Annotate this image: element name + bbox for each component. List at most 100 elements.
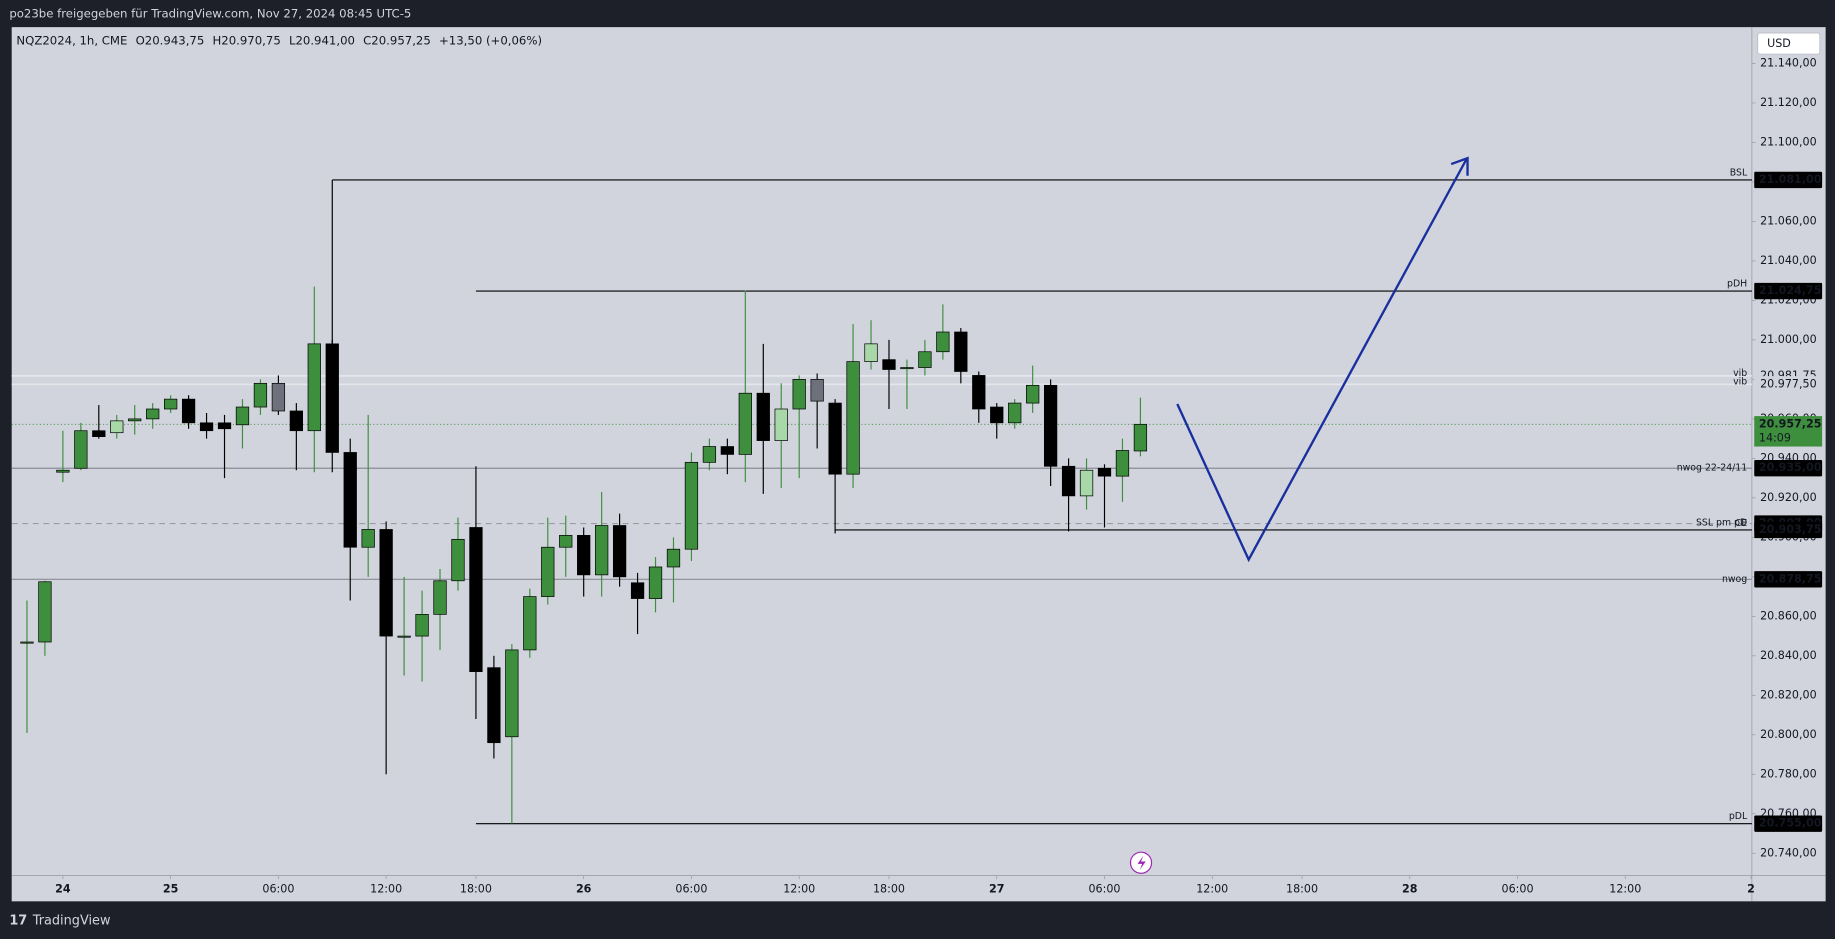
x-tick-label: 25 [163, 883, 178, 896]
candle-body [397, 635, 411, 638]
price-label-box [1754, 571, 1823, 588]
candle-body [433, 580, 447, 615]
legend-item: O20.943,75 [136, 34, 205, 48]
price-label-box [1754, 460, 1823, 477]
x-tick-label: 06:00 [1088, 883, 1120, 896]
countdown: 14:09 [1759, 431, 1791, 444]
candle-body [451, 538, 465, 582]
price-label: 21.024,75 [1759, 284, 1822, 297]
candle-body [954, 331, 968, 372]
candle-body [74, 430, 88, 469]
currency-box[interactable] [1757, 32, 1821, 55]
candle-body [882, 359, 896, 370]
x-tick-label: 12:00 [783, 883, 815, 896]
legend-item: +13,50 (+0,06%) [439, 34, 542, 48]
brand-logo: 17 [9, 914, 27, 929]
candle-body [864, 343, 878, 362]
price-label: 20.935,00 [1759, 461, 1822, 474]
candle-body [1008, 402, 1022, 424]
candle-body [325, 343, 339, 453]
plot-area [11, 27, 1752, 876]
candle-body [199, 422, 214, 432]
candle-body [612, 525, 627, 578]
projection-drawing[interactable] [1176, 158, 1468, 563]
level-name: vib [1733, 368, 1747, 379]
candle-body [469, 527, 483, 672]
legend-item: H20.970,75 [212, 34, 280, 48]
level-name: vib [1733, 376, 1747, 387]
candle-body [128, 418, 142, 422]
candle-body [92, 430, 106, 438]
candle-body [217, 422, 232, 430]
candle-body [20, 641, 34, 644]
level-name: CE [1735, 518, 1748, 529]
y-tick-label: 21.120,00 [1760, 96, 1817, 109]
x-tick-label: 12:00 [1196, 883, 1228, 896]
alert-icon-bolt [1137, 855, 1146, 870]
x-tick-label: 06:00 [675, 883, 707, 896]
candle-body [900, 367, 914, 370]
price-label-box [1754, 815, 1823, 832]
price-label: 20.977,50 [1760, 377, 1817, 390]
candle-body [541, 546, 555, 597]
last-price-label: 20.957,25 [1759, 417, 1822, 430]
legend-item: NQZ2024, 1h, CME [16, 34, 127, 48]
candle-body [38, 581, 52, 643]
candle-body [56, 469, 70, 473]
share-header: po23be freigegeben für TradingView.com, … [9, 7, 411, 21]
y-tick-label: 21.140,00 [1760, 56, 1817, 69]
last-price-box [1754, 416, 1823, 447]
candle-body [1133, 423, 1148, 452]
y-tick-label: 20.920,00 [1760, 491, 1817, 504]
candle-body [289, 410, 303, 432]
x-tick-label: 18:00 [1286, 883, 1318, 896]
candle-body [990, 406, 1004, 424]
candle-body [774, 408, 788, 441]
x-tick-label: 24 [55, 883, 71, 896]
y-tick-label: 21.100,00 [1760, 135, 1817, 148]
time-axis [11, 875, 1752, 902]
candle-body [972, 375, 986, 410]
level-name: pDL [1729, 811, 1748, 822]
y-tick-label: 20.740,00 [1760, 846, 1817, 859]
candle-body [648, 566, 663, 599]
x-tick-label: 12:00 [1609, 883, 1641, 896]
candle-body [361, 529, 375, 548]
price-label-box [1754, 521, 1823, 539]
candle-body [720, 446, 734, 455]
candle-body [630, 582, 645, 599]
candle-body [792, 379, 806, 410]
candle-body [1026, 384, 1040, 404]
axis-labels: 20.740,0020.760,0020.780,0020.800,0020.8… [55, 56, 1823, 896]
candle-body [1061, 465, 1076, 497]
price-label: 20.903,75 [1759, 523, 1822, 536]
currency[interactable]: USD [1767, 37, 1791, 50]
candle-body [505, 649, 519, 738]
y-tick-label: 20.820,00 [1760, 688, 1817, 701]
candle-body [738, 392, 752, 455]
price-label: 21.081,00 [1759, 173, 1822, 186]
candle-body [577, 535, 591, 576]
y-tick-label: 20.840,00 [1760, 649, 1817, 662]
y-tick-label: 20.780,00 [1760, 767, 1817, 780]
projection-arrowhead [1450, 156, 1469, 176]
legend-item: C20.957,25 [363, 34, 431, 48]
candle-body [343, 452, 357, 548]
price-label: 20.878,75 [1759, 572, 1822, 585]
level-name: SSL pm pD [1696, 517, 1747, 528]
x-tick-label: 18:00 [460, 883, 492, 896]
candle-body [810, 379, 824, 402]
level-name: pDH [1727, 279, 1747, 290]
candle-body [1079, 469, 1094, 497]
candle-body [164, 398, 178, 410]
y-tick-label: 21.000,00 [1760, 333, 1817, 346]
candle-body [1043, 384, 1058, 467]
x-tick-label: 28 [1402, 883, 1418, 896]
candle-body [181, 398, 196, 424]
x-tick-label: 2 [1747, 883, 1755, 896]
x-tick-label: 27 [989, 883, 1004, 896]
candle-body [307, 343, 321, 432]
x-tick-label: 18:00 [873, 883, 905, 896]
